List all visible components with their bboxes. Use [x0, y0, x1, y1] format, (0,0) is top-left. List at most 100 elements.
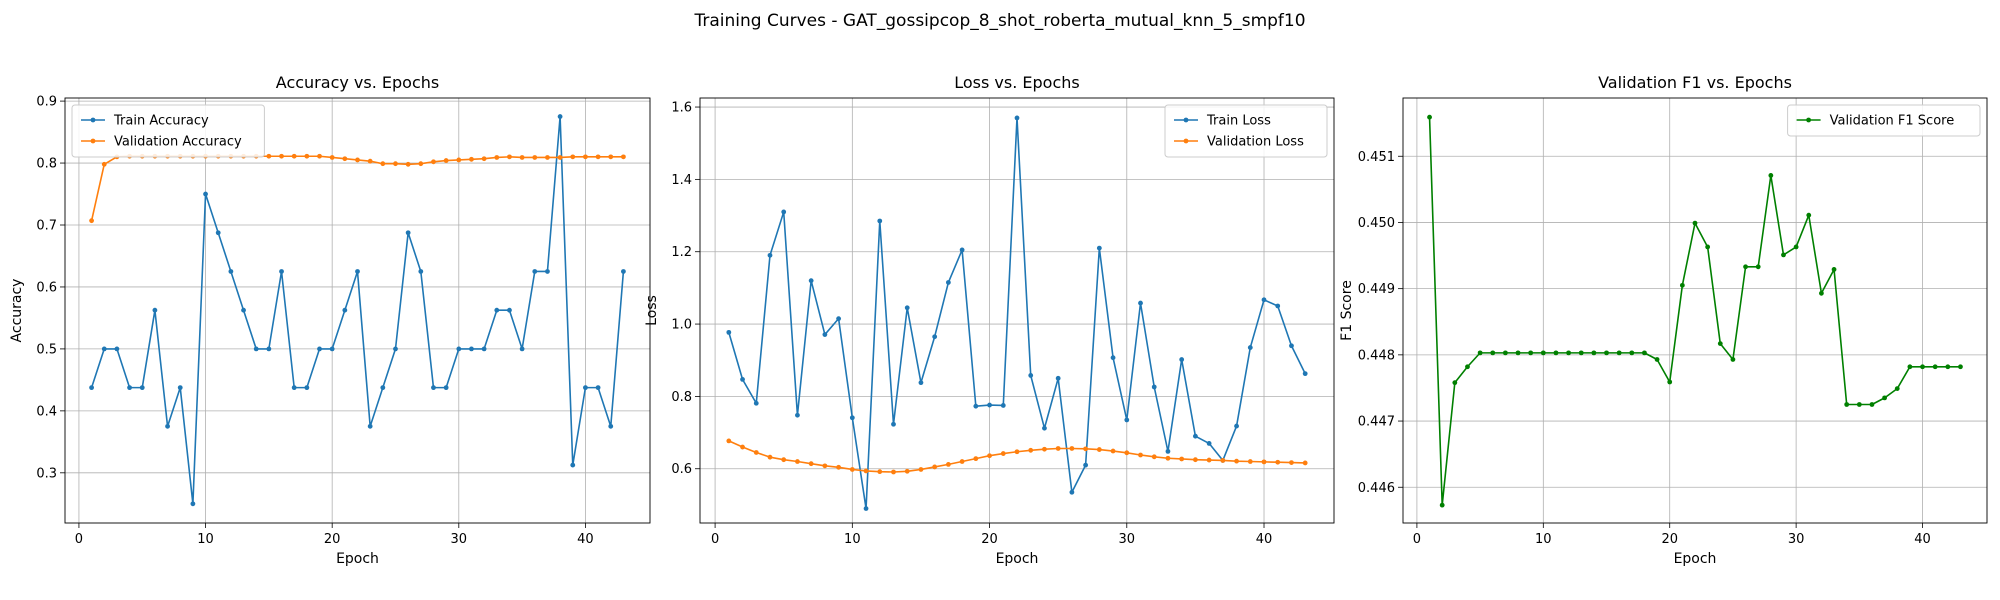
y-tick-label-0: 0.446 [1358, 481, 1395, 496]
data-point-s1-29 [1781, 252, 1786, 258]
data-point-s1-7 [808, 278, 814, 284]
data-point-s1-25 [1730, 357, 1736, 362]
data-point-s1-43 [621, 269, 626, 274]
data-point-s1-12 [228, 269, 234, 274]
data-point-s1-40 [583, 385, 588, 391]
data-point-s1-10 [849, 415, 855, 421]
data-point-s1-26 [405, 230, 411, 236]
data-point-s1-5 [781, 209, 787, 215]
data-point-s1-26 [1069, 489, 1075, 495]
y-tick-label-4: 1.4 [671, 173, 692, 188]
data-point-s2-7 [808, 461, 814, 467]
data-point-s1-41 [1275, 303, 1281, 309]
data-point-s1-4 [1465, 364, 1470, 370]
data-point-s2-17 [291, 153, 297, 159]
data-point-s1-13 [1578, 350, 1584, 356]
data-point-s1-12 [877, 218, 883, 224]
data-point-s1-32 [1819, 290, 1824, 296]
data-point-s2-1 [89, 218, 94, 224]
data-point-s2-35 [519, 155, 525, 160]
data-point-s2-28 [1096, 447, 1102, 452]
data-point-s2-21 [1000, 451, 1006, 456]
data-point-s1-32 [1151, 384, 1157, 390]
data-point-s1-6 [1490, 350, 1496, 356]
data-point-s2-25 [393, 161, 398, 167]
data-point-s2-13 [891, 469, 896, 475]
data-point-s2-24 [1042, 446, 1047, 452]
data-point-s1-26 [1743, 264, 1748, 270]
data-point-s1-24 [1717, 341, 1723, 346]
data-point-s2-12 [877, 469, 883, 475]
data-point-s1-43 [1302, 371, 1308, 377]
data-point-s1-29 [443, 385, 449, 391]
data-point-s2-14 [904, 468, 910, 474]
data-point-s1-28 [431, 385, 436, 391]
x-tick-label-0: 0 [1413, 532, 1421, 547]
y-axis-label: Accuracy [9, 279, 25, 343]
data-point-s2-39 [570, 154, 576, 160]
data-point-s2-16 [932, 464, 938, 470]
y-tick-label-3: 0.449 [1358, 282, 1395, 297]
data-point-s1-8 [1515, 350, 1521, 356]
y-tick-label-5: 0.451 [1358, 150, 1395, 165]
data-point-s1-25 [1055, 375, 1061, 381]
data-point-s2-31 [1138, 452, 1143, 458]
data-point-s1-17 [291, 385, 297, 391]
data-point-s2-24 [380, 161, 386, 167]
data-point-s2-34 [1179, 456, 1185, 462]
data-point-s1-21 [1000, 403, 1006, 408]
data-point-s2-34 [507, 154, 512, 160]
data-point-s2-27 [418, 161, 424, 167]
data-point-s1-4 [127, 385, 132, 391]
data-point-s1-33 [494, 307, 500, 313]
data-point-s2-23 [1028, 447, 1034, 453]
data-point-s1-15 [918, 380, 924, 386]
y-tick-label-4: 0.450 [1358, 216, 1395, 231]
data-point-s1-11 [863, 506, 869, 511]
data-point-s1-39 [1907, 364, 1913, 370]
series-line-1 [90, 115, 625, 505]
data-point-s1-7 [165, 423, 170, 429]
data-point-s2-38 [557, 155, 563, 160]
data-point-s1-1 [726, 329, 732, 335]
legend-box [71, 104, 265, 158]
data-point-s1-20 [1667, 379, 1673, 385]
data-point-s2-42 [1289, 460, 1294, 465]
data-point-s1-27 [1755, 264, 1761, 270]
data-point-s2-33 [1165, 455, 1171, 461]
data-point-s1-13 [891, 421, 896, 427]
data-point-s2-19 [973, 456, 979, 462]
data-point-s2-40 [583, 154, 588, 160]
data-point-s1-15 [266, 346, 272, 352]
chart-panel-1: 0 10 20 30 40 0.3 0.4 0.5 0.6 0.7 0.8 0.9 Accuracy v… [9, 73, 651, 567]
data-point-s1-31 [469, 346, 474, 352]
data-point-s2-43 [621, 154, 626, 160]
data-point-s1-9 [190, 501, 196, 507]
data-point-s2-3 [753, 450, 759, 455]
data-point-s1-10 [203, 191, 208, 197]
data-point-s1-30 [1124, 417, 1130, 423]
data-point-s1-19 [973, 403, 979, 409]
x-tick-label-0: 0 [711, 532, 719, 547]
data-point-s1-42 [608, 423, 614, 429]
x-tick-label-4: 40 [577, 532, 594, 547]
x-tick-label-0: 0 [75, 532, 83, 547]
data-point-s2-10 [849, 467, 855, 472]
data-point-s1-16 [932, 334, 938, 340]
data-point-s1-29 [1110, 355, 1116, 361]
data-point-s1-43 [1958, 364, 1963, 370]
x-tick-label-4: 40 [1914, 532, 1931, 547]
data-point-s1-21 [1679, 282, 1685, 288]
data-point-s1-2 [740, 377, 745, 382]
axes-frame [1402, 97, 1988, 524]
y-tick-label-0: 0.3 [36, 466, 57, 481]
data-point-s1-1 [89, 385, 94, 391]
data-point-s2-15 [266, 153, 272, 159]
data-point-s2-21 [342, 156, 348, 162]
data-point-s1-38 [1234, 423, 1239, 429]
legend-label-1: Train Loss [1206, 114, 1271, 129]
data-point-s1-28 [1096, 245, 1102, 251]
y-tick-label-5: 0.8 [36, 157, 57, 172]
data-point-s1-20 [987, 402, 992, 408]
chart-panel-3: 0 10 20 30 40 0.446 0.447 0.448 0.449 0.450 0.451 V… [1339, 73, 1988, 567]
